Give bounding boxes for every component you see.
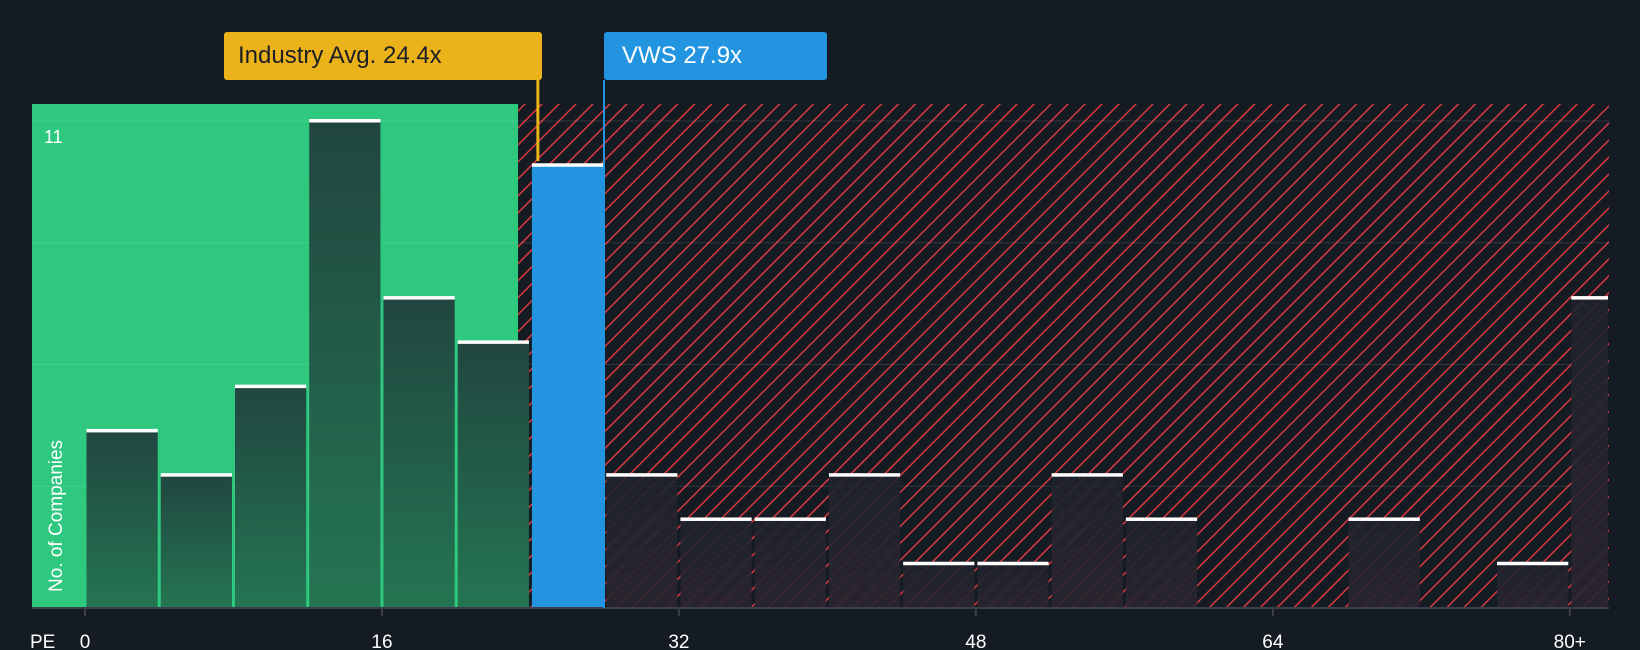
bar-cap — [1497, 561, 1569, 566]
bar-cap — [606, 473, 678, 477]
bar-cap — [754, 517, 826, 521]
x-tick-label: 0 — [80, 632, 91, 650]
x-tick-label: 64 — [1262, 632, 1284, 650]
histogram-bar — [903, 563, 975, 608]
bar-cap — [1571, 296, 1608, 300]
bar-cap — [977, 561, 1049, 566]
y-tick-label: 11 — [44, 127, 63, 147]
y-axis-label: No. of Companies — [46, 440, 67, 592]
company-pe-label: VWS 27.9x — [604, 32, 827, 80]
bar-cap — [457, 340, 529, 344]
x-tick-label: 32 — [668, 632, 689, 650]
bar-cap — [309, 119, 381, 123]
histogram-bar — [606, 475, 678, 608]
histogram-bar — [309, 121, 381, 608]
histogram-bar — [828, 475, 901, 608]
histogram-bar — [680, 519, 752, 608]
histogram-bar — [383, 298, 455, 608]
x-axis-label: PE — [30, 632, 55, 650]
x-tick-label: 16 — [371, 632, 392, 650]
histogram-bar — [1348, 519, 1420, 608]
bar-cap — [680, 517, 752, 521]
company-bin-bar — [531, 165, 604, 609]
histogram-bar — [977, 563, 1049, 608]
bar-cap — [383, 296, 455, 300]
histogram-bar — [1051, 475, 1123, 608]
histogram-bar — [1497, 563, 1569, 608]
histogram-bar — [160, 475, 232, 608]
bar-cap — [86, 428, 158, 433]
histogram-bar — [754, 519, 826, 608]
bar-cap — [1051, 473, 1123, 477]
bar-cap — [1125, 517, 1198, 521]
histogram-bar — [86, 430, 158, 608]
histogram-bar — [234, 386, 307, 608]
bar-cap — [234, 384, 307, 389]
bar-cap — [903, 561, 975, 566]
industry-avg-label: Industry Avg. 24.4x — [224, 32, 542, 80]
histogram-bar — [1571, 298, 1608, 608]
histogram-bar — [457, 342, 529, 608]
x-tick-label: 48 — [965, 632, 986, 650]
bar-cap — [828, 473, 901, 477]
bar-cap — [160, 473, 232, 477]
histogram-bar — [1125, 519, 1198, 608]
bar-cap — [531, 163, 604, 167]
x-tick-label: 80+ — [1554, 632, 1586, 650]
bar-cap — [1348, 517, 1420, 521]
